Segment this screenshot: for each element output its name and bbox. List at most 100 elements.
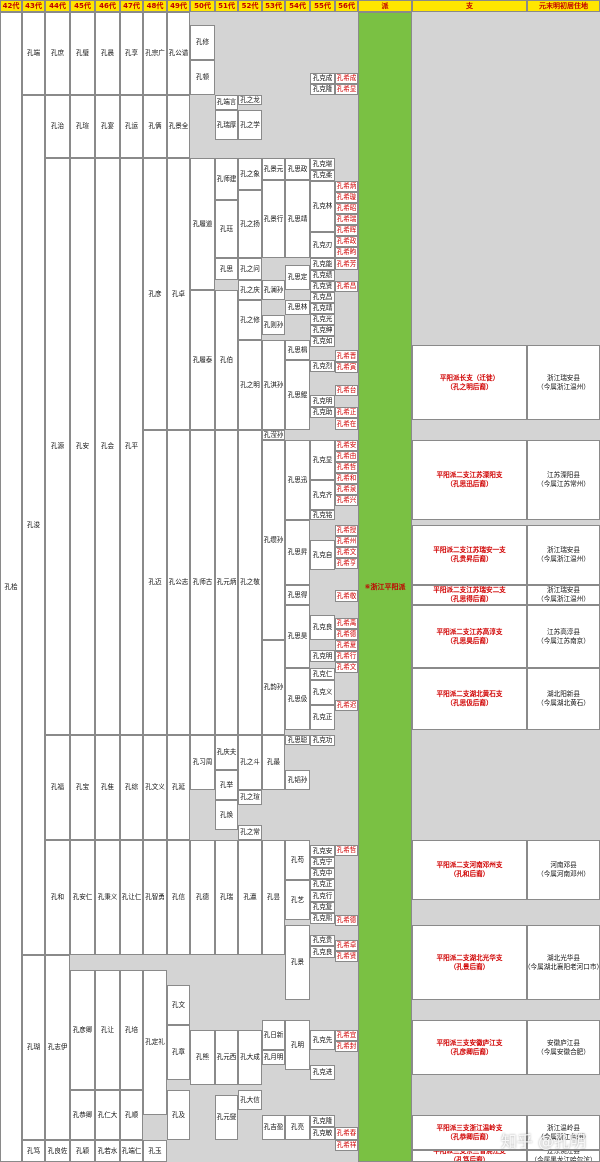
residence-cell: 江苏溧阳县 （今属江苏常州） xyxy=(527,440,600,520)
branch-cell: 平阳派二支江苏高淳支 （孔思昊后裔） xyxy=(412,605,527,668)
person-cell: 孔韬孙 xyxy=(285,770,310,790)
person-cell: 孔克复 xyxy=(310,902,335,913)
person-cell: 孔之修 xyxy=(238,300,262,340)
header-cell: 42代 xyxy=(0,0,22,12)
person-cell: 孔焕 xyxy=(215,800,238,830)
residence-place: 湖北光华县 xyxy=(547,953,580,962)
person-cell: 孔迈 xyxy=(143,430,167,735)
person-cell: 孔克良 xyxy=(310,615,335,640)
person-cell: 孔淇孙 xyxy=(262,340,285,430)
person-cell: 孔综 xyxy=(120,735,143,840)
person-cell: 孔珏 xyxy=(215,200,238,258)
person-cell: 孔景元 xyxy=(262,158,285,180)
person-cell: 孔之扬 xyxy=(238,190,262,258)
person-cell: 孔克昌 xyxy=(310,292,335,303)
person-cell: 孔希宜 xyxy=(335,1030,358,1041)
person-cell: 孔克柔 xyxy=(310,170,335,181)
person-cell: 孔大成 xyxy=(238,1030,262,1085)
person-cell: 孔履泰 xyxy=(190,290,215,430)
person-cell: 孔延 xyxy=(167,735,190,840)
residence-modern: （今属安徽合肥） xyxy=(537,1047,590,1056)
person-cell: 孔希晖 xyxy=(335,225,358,236)
person-cell: 孔克正 xyxy=(310,879,335,890)
person-cell: 孔希璇 xyxy=(335,192,358,203)
person-cell: 孔会 xyxy=(95,158,120,735)
person-cell: 孔培 xyxy=(120,970,143,1090)
header-cell: 56代 xyxy=(335,0,358,12)
residence-cell: 湖北阳新县 （今属湖北黄石） xyxy=(527,668,600,730)
person-cell: 孔思昊 xyxy=(285,605,310,668)
branch-ancestor: （孔和后裔） xyxy=(449,870,490,878)
person-cell: 孔元炳 xyxy=(215,430,238,735)
residence-cell: 河南邓县 （今属河南邓州） xyxy=(527,840,600,900)
header-cell: 53代 xyxy=(262,0,285,12)
person-cell: 孔之庆 xyxy=(238,280,262,300)
person-cell: 孔宝 xyxy=(70,735,95,840)
person-cell: 孔希祥 xyxy=(335,1140,358,1151)
residence-place: 浙江瑞安县 xyxy=(547,546,580,555)
branch-name: 平阳派三支东三省洮江支 xyxy=(433,1150,506,1156)
person-cell: 孔艺 xyxy=(285,880,310,920)
person-cell: 孔克义 xyxy=(310,680,335,705)
person-cell: 孔克行 xyxy=(310,890,335,902)
person-cell: 孔庆夫 xyxy=(215,735,238,770)
branch-name: 平阳派三支浙江温岭支 xyxy=(436,1123,503,1132)
header-cell: 元末明初居住地 xyxy=(527,0,600,12)
person-cell: 孔希授 xyxy=(335,525,358,536)
person-cell: 孔运 xyxy=(120,95,143,158)
person-cell: 孔习周 xyxy=(190,735,215,790)
person-cell: 孔希成 xyxy=(335,73,358,84)
person-cell: 孔景全 xyxy=(167,95,190,158)
residence-modern: （今属江苏南京） xyxy=(537,636,590,645)
branch-ancestor: （孔彦卿后裔） xyxy=(446,1047,493,1056)
header-cell: 45代 xyxy=(70,0,95,12)
person-cell: 孔之斗 xyxy=(238,735,262,790)
branch-ancestor: （孔景后裔） xyxy=(449,962,490,971)
branch-ancestor: （孔思伋后裔） xyxy=(446,699,493,707)
person-cell: 孔伯 xyxy=(215,290,238,430)
branch-ancestor: （孔恭卿后裔） xyxy=(446,1132,493,1141)
person-cell: 孔文义 xyxy=(143,735,167,840)
residence-place: 江苏溧阳县 xyxy=(547,471,580,480)
branch-name: 平阳派二支江苏瑞安二支 xyxy=(433,586,506,595)
person-cell: 孔治 xyxy=(45,95,70,158)
person-cell: 孔之明 xyxy=(238,340,262,430)
branch-cell: 平阳派长支（迁徙） （孔之明后裔） xyxy=(412,345,527,420)
person-cell: 孔履道 xyxy=(190,158,215,290)
person-cell: 孔希德 xyxy=(335,915,358,926)
person-cell: 孔元燮 xyxy=(215,1095,238,1140)
person-cell: 孔澜孙 xyxy=(262,280,285,300)
person-cell: 孔希在 xyxy=(335,418,358,430)
person-cell: 孔思鲲 xyxy=(285,360,310,430)
person-cell: 孔庶 xyxy=(45,12,70,95)
person-cell: 孔让 xyxy=(95,970,120,1090)
person-cell: 孔希昫 xyxy=(335,247,358,258)
person-cell: 孔思伋 xyxy=(285,668,310,730)
person-cell: 孔良佐 xyxy=(45,1140,70,1162)
person-cell: 孔平 xyxy=(120,158,143,735)
person-cell: 孔晨 xyxy=(95,12,120,95)
person-cell: 孔瀛 xyxy=(238,840,262,955)
person-cell: 孔思靖 xyxy=(285,180,310,258)
person-cell: 孔克成 xyxy=(310,73,335,84)
watermark: 知乎 @孔明 xyxy=(500,1132,586,1151)
person-cell: 孔玉 xyxy=(143,1140,167,1162)
branch-name: 平阳派二支江苏溧阳支 xyxy=(436,471,503,480)
branch-column: ⑥浙江平阳派 xyxy=(358,12,412,1162)
person-cell: 孔滢孙 xyxy=(262,430,285,440)
residence-modern: （今属浙江温州） xyxy=(537,382,590,391)
header-cell: 支 xyxy=(412,0,527,12)
person-cell: 孔元西 xyxy=(215,1030,238,1085)
person-cell: 孔桧 xyxy=(0,12,22,1162)
person-cell: 孔昙 xyxy=(262,840,285,955)
person-cell: 孔顺 xyxy=(120,1090,143,1140)
person-cell: 孔克隆 xyxy=(310,84,335,95)
person-cell: 孔师古 xyxy=(190,430,215,735)
person-cell: 孔希州 xyxy=(335,536,358,547)
residence-place: 湖北阳新县 xyxy=(547,690,580,699)
person-cell: 孔希行 xyxy=(335,651,358,662)
branch-name: 平阳派二支湖北光华支 xyxy=(436,953,503,962)
person-cell: 孔希昌 xyxy=(335,281,358,292)
branch-ancestor: （孔之明后裔） xyxy=(446,382,493,391)
person-cell: 孔源 xyxy=(45,158,70,735)
